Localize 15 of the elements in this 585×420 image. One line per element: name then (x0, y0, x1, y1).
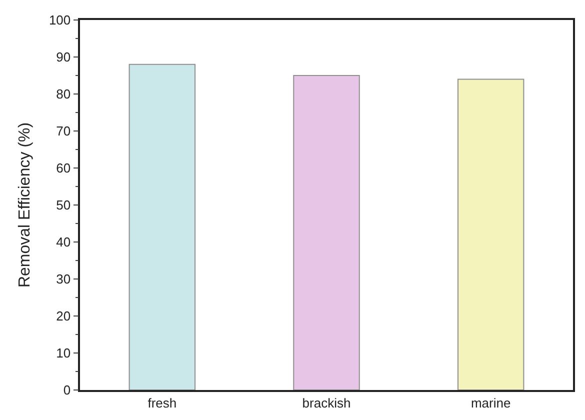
y-tick-label: 60 (56, 160, 71, 176)
y-tick-label: 100 (48, 12, 71, 28)
x-tick-label: marine (470, 395, 511, 410)
y-tick-label: 50 (56, 198, 71, 213)
y-tick-label: 20 (56, 308, 71, 324)
y-axis-title: Removal Efficiency (%) (16, 122, 34, 288)
y-tick-label: 10 (56, 346, 71, 361)
y-tick-label: 90 (56, 50, 71, 65)
y-tick-label: 40 (56, 234, 71, 250)
y-tick-label: 80 (56, 86, 71, 102)
y-tick-label: 30 (56, 272, 71, 287)
x-tick-label: fresh (148, 395, 177, 410)
y-tick-label: 0 (63, 382, 71, 398)
y-tick-label: 70 (56, 124, 71, 139)
x-tick-label: brackish (302, 395, 351, 410)
